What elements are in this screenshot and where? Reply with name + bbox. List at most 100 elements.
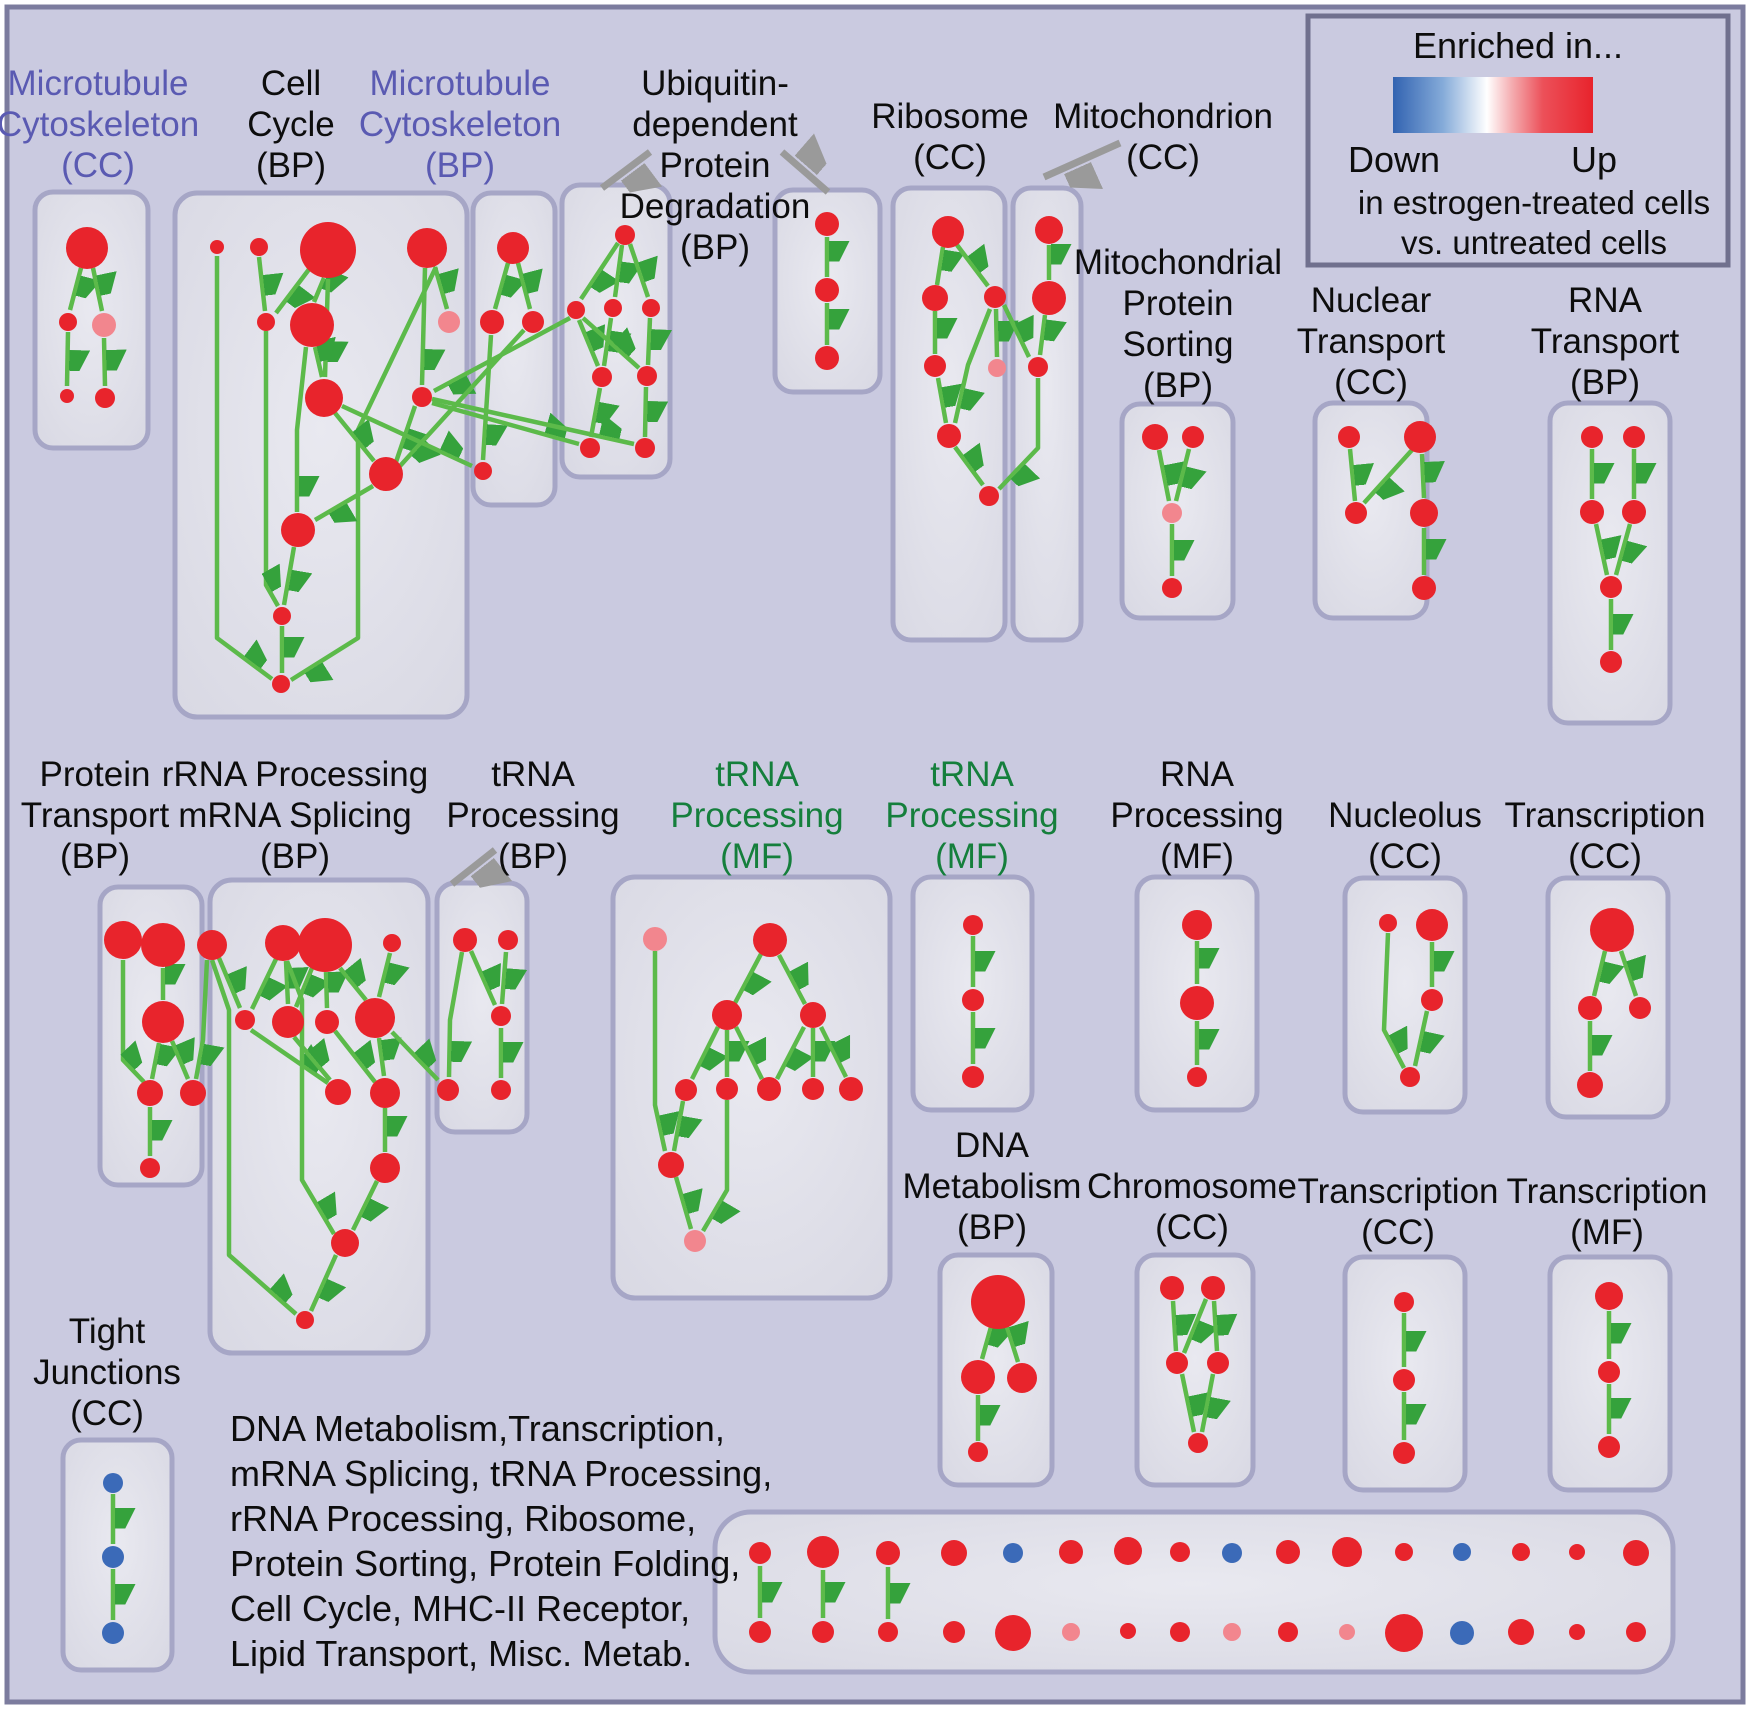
edge-arrow-rrna-processing-mrna-splicing-bp [376, 952, 390, 998]
gene-node-trna-processing-mf-1 [712, 1000, 742, 1030]
gene-node-rrna-processing-mrna-splicing-bp [370, 1153, 400, 1183]
gene-node-chromosome-cc [1188, 1433, 1208, 1453]
go-term-box-microtubule-cytoskeleton-cc [32, 189, 151, 451]
gene-node-shared-genes [1385, 1614, 1423, 1652]
edge-arrow-nucleolus-cc [1412, 1010, 1427, 1067]
gene-node-shared-genes [1626, 1622, 1646, 1642]
edge-arrow-trna-processing-bp [499, 951, 506, 1005]
annotation-arrows-layer [449, 143, 1122, 884]
gene-node-transcription-mf [1598, 1361, 1620, 1383]
gene-node-rrna-processing-mrna-splicing-bp [355, 998, 395, 1038]
gene-node-cell-cycle-bp [407, 228, 447, 268]
edge-arrow-cell-cycle-bp [274, 266, 310, 315]
edge-arrow-cell-cycle-bp [256, 256, 265, 312]
gene-node-ribosome-cc [979, 486, 999, 506]
gene-node-cell-cycle-bp [438, 311, 460, 333]
gene-node-transcription-cc-1 [1629, 997, 1651, 1019]
gene-node-dna-metabolism-bp [1007, 1363, 1037, 1393]
edge-arrow-microtubule-cytoskeleton-bp [515, 262, 530, 310]
gene-node-ubiquitin-degradation-bp [615, 225, 635, 245]
mc-cc-label-line: Cytoskeleton [0, 105, 199, 144]
gene-node-dna-metabolism-bp [961, 1360, 995, 1394]
edge-arrow-cell-cycle-bp [313, 484, 375, 520]
gene-node-mitochondrion-cc [1028, 357, 1048, 377]
gene-node-microtubule-cytoskeleton-cc [59, 313, 77, 331]
gene-node-rrna-processing-mrna-splicing-bp [331, 1229, 359, 1257]
edge-arrow-microtubule-cytoskeleton-cc [101, 337, 105, 387]
gene-node-rna-processing-mf [1187, 1067, 1207, 1087]
shared-genes-text-line: mRNA Splicing, tRNA Processing, [230, 1453, 772, 1494]
cross-edge-mito-low-to-ribosome-bottom [997, 378, 1041, 489]
mc-cc-label-line: (CC) [61, 146, 135, 185]
gene-node-transcription-cc-1 [1577, 1072, 1603, 1098]
edge-arrow-transcription-cc-1 [1591, 950, 1605, 997]
gene-node-nucleolus-cc [1421, 989, 1443, 1011]
gene-node-microtubule-cytoskeleton-cc [95, 388, 115, 408]
go-term-box-chromosome-cc [1134, 1252, 1256, 1488]
gene-node-trna-processing-bp [498, 930, 518, 950]
network-nodes-layer [59, 212, 1651, 1652]
gene-node-shared-genes [943, 1621, 965, 1643]
rna-proc-mf-label-line: (MF) [1160, 837, 1234, 876]
edge-arrow-trna-processing-bp [446, 951, 462, 1078]
tight-junctions-label-line: Tight [69, 1312, 146, 1351]
edge-arrow-mitochondrion-cc [1037, 314, 1045, 356]
edge-arrow-ribosome-cc [935, 377, 946, 424]
protein-transport-label-line: Protein [40, 755, 151, 794]
gene-node-trna-processing-mf-2 [962, 989, 984, 1011]
edge-arrow-ubiquitin-degradation-bp [645, 317, 650, 366]
gene-node-rna-transport-bp [1581, 426, 1603, 448]
mc-bp-label-line: Microtubule [370, 64, 551, 103]
edge-arrow-chromosome-cc [1179, 1373, 1194, 1433]
cross-edge-rrna-to-pt-k [193, 959, 207, 1080]
edge-arrow-cell-cycle-bp [266, 331, 278, 608]
cell-cycle-label-line: Cell [261, 64, 321, 103]
edge-arrow-cell-cycle-bp [432, 266, 447, 310]
gene-node-shared-genes [1278, 1622, 1298, 1642]
gene-node-tight-junctions-cc [102, 1622, 124, 1644]
mitochondrion-label-line: (CC) [1126, 138, 1200, 177]
gene-node-trna-processing-bp [491, 1080, 511, 1100]
edge-arrow-nucleolus-cc [1381, 932, 1404, 1070]
edge-arrow-rrna-processing-mrna-splicing-bp [333, 1029, 375, 1084]
gene-node-mito-protein-sorting-bp [1182, 426, 1204, 448]
gene-node-transcription-cc-2 [1394, 1292, 1414, 1312]
transcription-mf-label-line: Transcription [1507, 1172, 1708, 1211]
gene-node-nucleolus-cc [1400, 1067, 1420, 1087]
gene-node-cell-cycle-bp [272, 675, 290, 693]
gene-node-nuclear-transport-cc [1412, 576, 1436, 600]
gene-node-shared-genes [1623, 1540, 1649, 1566]
gene-node-chromosome-cc [1160, 1276, 1184, 1300]
go-term-box-ribosome-cc [890, 185, 1008, 643]
go-term-box-rna-transport-bp [1547, 400, 1673, 726]
gene-node-rrna-processing-mrna-splicing-bp [383, 934, 401, 952]
edge-arrow-rrna-processing-mrna-splicing-bp [308, 1254, 336, 1312]
gene-node-ubiquitin-degradation-bp [642, 299, 660, 317]
trna-bp-label-line: Processing [446, 796, 619, 835]
cluster-labels-layer: MicrotubuleCytoskeleton(CC)CellCycle(BP)… [0, 64, 1708, 1433]
mito-sorting-label-line: Mitochondrial [1074, 243, 1282, 282]
gene-node-protein-transport-bp [180, 1080, 206, 1106]
gene-node-rrna-processing-mrna-splicing-bp [272, 1006, 304, 1038]
nuclear-transport-label-line: Transport [1297, 322, 1446, 361]
ribosome-label-line: (CC) [913, 138, 987, 177]
rna-transport-label-line: Transport [1531, 322, 1680, 361]
gene-node-rrna-processing-mrna-splicing-bp [235, 1010, 255, 1030]
edge-arrow-chromosome-cc [1199, 1373, 1213, 1433]
shared-genes-text-layer: DNA Metabolism,Transcription,mRNA Splici… [230, 1408, 772, 1674]
ubiquitin-arrow-left [599, 149, 650, 188]
rna-proc-mf-label-line: RNA [1160, 755, 1235, 794]
gene-node-nucleolus-cc [1379, 914, 1397, 932]
shared-genes-text-line: Lipid Transport, Misc. Metab. [230, 1633, 692, 1674]
gene-node-cell-cycle-bp [369, 457, 403, 491]
go-term-box-dna-metabolism-bp [937, 1252, 1055, 1488]
gene-node-shared-genes [1569, 1624, 1585, 1640]
tight-junctions-label-line: (CC) [70, 1394, 144, 1433]
gene-node-protein-transport-bp [104, 921, 142, 959]
gene-node-nuclear-transport-cc [1404, 421, 1436, 453]
gene-node-trna-processing-bp [453, 928, 477, 952]
gene-node-mito-protein-sorting-bp [1162, 503, 1182, 523]
edge-arrow-trna-processing-mf-1 [818, 1025, 846, 1079]
nucleolus-label-line: (CC) [1368, 837, 1442, 876]
gene-node-ribosome-cc [988, 359, 1006, 377]
